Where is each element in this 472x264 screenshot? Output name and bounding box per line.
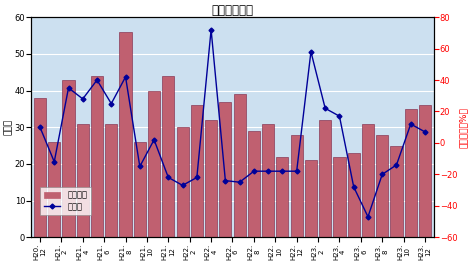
Bar — [119, 32, 132, 237]
Bar — [348, 153, 360, 237]
Bar — [219, 102, 231, 237]
Bar — [105, 124, 118, 237]
Bar — [305, 160, 317, 237]
Bar — [276, 157, 288, 237]
Bar — [405, 109, 417, 237]
Legend: 倒産件数, 前年比: 倒産件数, 前年比 — [40, 187, 91, 215]
Bar — [34, 98, 46, 237]
Y-axis label: （件）: （件） — [4, 119, 13, 135]
Bar — [319, 120, 331, 237]
Bar — [234, 94, 246, 237]
Bar — [419, 105, 431, 237]
Bar — [191, 105, 203, 237]
Bar — [205, 120, 217, 237]
Bar — [134, 142, 146, 237]
Y-axis label: （前年比：%）: （前年比：%） — [459, 107, 468, 148]
Bar — [48, 142, 60, 237]
Bar — [62, 79, 75, 237]
Bar — [390, 145, 403, 237]
Bar — [91, 76, 103, 237]
Bar — [162, 76, 174, 237]
Bar — [333, 157, 346, 237]
Bar — [291, 135, 303, 237]
Title: 企業倒産件数: 企業倒産件数 — [211, 4, 253, 17]
Bar — [248, 131, 260, 237]
Bar — [177, 127, 189, 237]
Bar — [77, 124, 89, 237]
Bar — [262, 124, 274, 237]
Bar — [148, 91, 160, 237]
Bar — [376, 135, 388, 237]
Bar — [362, 124, 374, 237]
